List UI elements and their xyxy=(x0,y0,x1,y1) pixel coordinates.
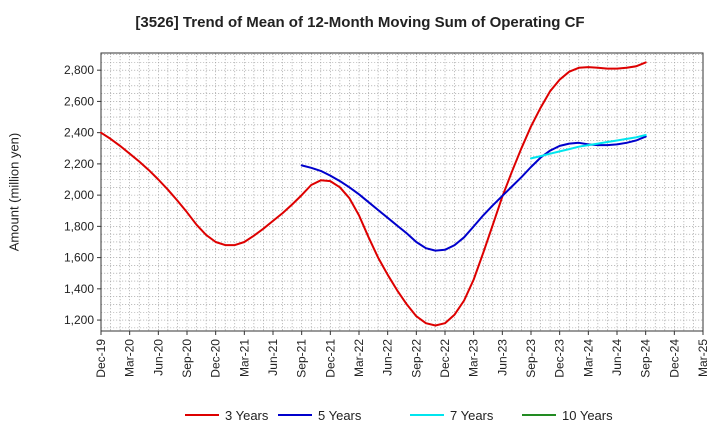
y-tick-label: 2,800 xyxy=(64,63,94,77)
y-tick-label: 2,400 xyxy=(64,126,94,140)
x-tick-label: Sep-23 xyxy=(524,339,538,378)
legend-label: 7 Years xyxy=(450,408,494,423)
grid-layer xyxy=(101,53,703,331)
y-tick-label: 2,600 xyxy=(64,94,94,108)
y-tick-label: 1,400 xyxy=(64,282,94,296)
x-tick-label: Sep-22 xyxy=(409,339,423,378)
plot-border xyxy=(100,52,704,332)
x-tick-label: Dec-22 xyxy=(438,339,452,378)
x-tick-label: Dec-23 xyxy=(553,339,567,378)
x-tick-label: Dec-21 xyxy=(323,339,337,378)
y-tick-label: 1,800 xyxy=(64,219,94,233)
y-tick-label: 1,200 xyxy=(64,313,94,327)
x-tick-label: Dec-19 xyxy=(94,339,108,378)
x-tick-label: Sep-24 xyxy=(639,339,653,378)
axis-layer: 1,200 1,400 1,600 1,800 2,000 2,200 2,400 2,600… xyxy=(64,52,710,378)
y-tick-label: 1,600 xyxy=(64,251,94,265)
x-tick-label: Mar-24 xyxy=(581,339,595,377)
x-tick-label: Mar-21 xyxy=(237,339,251,377)
series-line-3-years xyxy=(100,61,647,327)
plot-area xyxy=(101,53,703,331)
legend: 3 Years 5 Years 7 Years 10 Years xyxy=(185,408,613,423)
y-tick-label: 2,200 xyxy=(64,157,94,171)
x-tick-label: Jun-23 xyxy=(495,339,509,376)
x-tick-label: Sep-20 xyxy=(180,339,194,378)
x-tick-label: Mar-25 xyxy=(696,339,710,377)
chart-title: [3526] Trend of Mean of 12-Month Moving … xyxy=(135,14,585,31)
series-line-7-years xyxy=(530,134,647,160)
legend-label: 10 Years xyxy=(562,408,613,423)
x-tick-label: Dec-24 xyxy=(667,339,681,378)
legend-label: 5 Years xyxy=(318,408,362,423)
x-tick-label: Dec-20 xyxy=(209,339,223,378)
x-tick-label: Sep-21 xyxy=(295,339,309,378)
x-tick-label: Jun-20 xyxy=(151,339,165,376)
series-layer xyxy=(100,61,647,327)
x-tick-label: Jun-21 xyxy=(266,339,280,376)
legend-label: 3 Years xyxy=(225,408,269,423)
x-tick-label: Mar-23 xyxy=(467,339,481,377)
x-tick-label: Mar-22 xyxy=(352,339,366,377)
y-tick-label: 2,000 xyxy=(64,188,94,202)
x-tick-label: Jun-24 xyxy=(610,339,624,376)
x-tick-label: Mar-20 xyxy=(123,339,137,377)
x-tick-label: Jun-22 xyxy=(381,339,395,376)
